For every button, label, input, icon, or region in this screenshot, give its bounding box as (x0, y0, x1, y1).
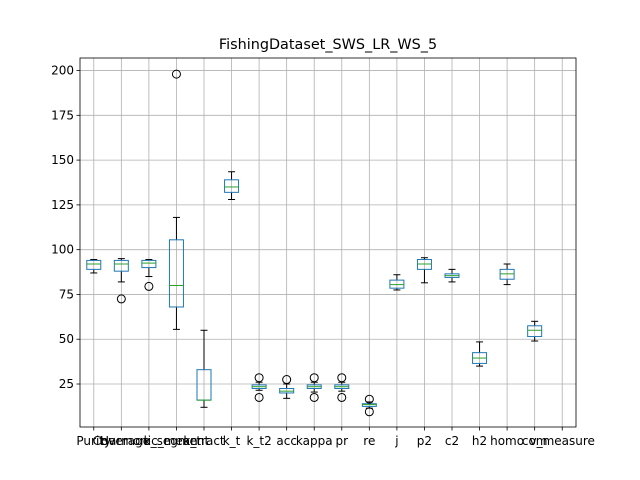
x-tick-label: j (394, 434, 398, 448)
y-tick-label: 25 (59, 377, 74, 391)
outlier-point (309, 373, 319, 383)
x-tick-label: com (522, 434, 548, 448)
outlier-point (254, 392, 264, 402)
x-tick-label: homo (490, 434, 524, 448)
box-purity (86, 259, 102, 274)
x-tick-label: acc (276, 434, 297, 448)
x-tick-label: Harmonic_mean (100, 434, 198, 448)
box-iqr (141, 259, 157, 269)
y-tick-label: 175 (51, 108, 74, 122)
outlier-point (309, 392, 319, 402)
box-iqr (224, 179, 240, 193)
outlier-point (364, 394, 374, 404)
x-tick-label: k_tract (183, 434, 225, 448)
axes-frame (79, 57, 577, 428)
y-tick-label: 50 (59, 332, 74, 346)
grid-lines (80, 58, 576, 427)
x-tick-label: Coverage (93, 434, 151, 448)
box-k-tract (196, 329, 212, 408)
box-com (527, 320, 543, 342)
outlier-point (282, 375, 292, 385)
box-iqr (527, 325, 543, 338)
box-re (361, 394, 377, 417)
box-j (389, 274, 405, 291)
outlier-point (337, 392, 347, 402)
x-tick-label: h2 (472, 434, 487, 448)
x-tick-label: k_t2 (246, 434, 271, 448)
x-tick-label: v_measure (530, 434, 595, 448)
box-homo (499, 263, 515, 286)
x-tick-label: Purity (76, 434, 111, 448)
outlier-point (364, 407, 374, 417)
plot-area (86, 69, 543, 417)
x-tick-label: re (363, 434, 375, 448)
y-tick-label: 200 (51, 64, 74, 78)
box-coverage (113, 258, 129, 304)
outlier-point (337, 373, 347, 383)
x-tick-label: k_t (223, 434, 241, 448)
box-k-segment (168, 69, 184, 330)
box-h2 (472, 341, 488, 367)
outlier-point (254, 373, 264, 383)
x-axis: PurityCoverageHarmonic_meank_segmentk_tr… (76, 427, 595, 448)
box-c2 (444, 268, 460, 283)
chart-title: FishingDataset_SWS_LR_WS_5 (219, 37, 437, 53)
x-tick-label: p2 (417, 434, 432, 448)
box-pr (334, 373, 350, 402)
x-tick-label: pr (335, 434, 348, 448)
box-k-t2 (251, 373, 267, 402)
x-tick-label: k_segment (144, 434, 210, 448)
box-kappa (306, 373, 322, 402)
box-acc (279, 375, 295, 399)
box-iqr (168, 239, 184, 308)
box-iqr (113, 259, 129, 272)
outlier-point (171, 69, 181, 79)
x-tick-label: c2 (445, 434, 459, 448)
y-tick-label: 125 (51, 198, 74, 212)
y-axis: 25 50 75 100 125 150 175 200 (51, 64, 80, 391)
box-harmonic-mean (141, 259, 157, 291)
x-tick-label: kappa (296, 434, 333, 448)
box-p2 (416, 257, 432, 284)
box-iqr (86, 259, 102, 270)
y-tick-label: 75 (59, 287, 74, 301)
outlier-point (116, 294, 126, 304)
y-tick-label: 100 (51, 243, 74, 257)
box-k-t (224, 171, 240, 201)
outlier-point (144, 281, 154, 291)
y-tick-label: 150 (51, 153, 74, 167)
